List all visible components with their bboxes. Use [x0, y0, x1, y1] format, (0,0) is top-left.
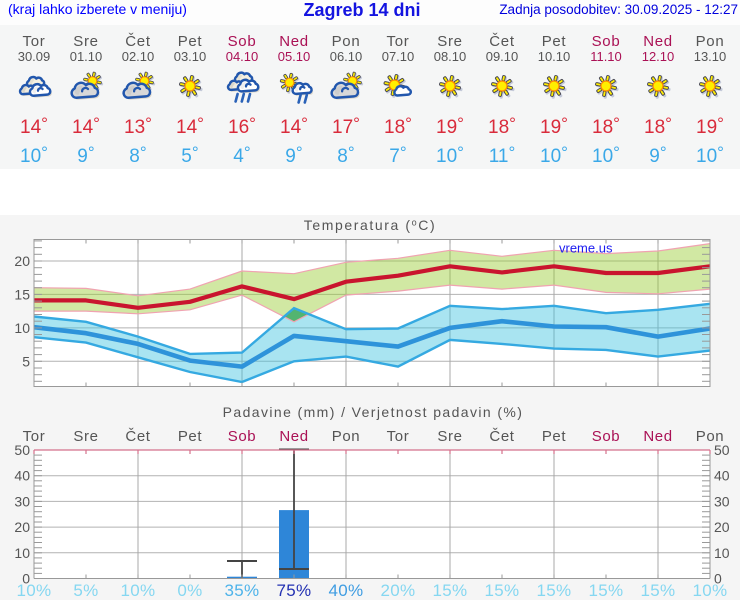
svg-text:Čet: Čet — [489, 428, 514, 445]
svg-text:10%: 10% — [693, 581, 728, 600]
svg-text:10: 10 — [14, 320, 30, 336]
svg-text:20: 20 — [714, 519, 730, 535]
svg-text:Pet: Pet — [542, 428, 567, 445]
svg-text:Sob: Sob — [592, 428, 621, 445]
svg-text:30: 30 — [714, 493, 730, 509]
svg-text:Pet: Pet — [178, 428, 203, 445]
svg-text:20: 20 — [14, 253, 30, 269]
svg-text:vreme.us: vreme.us — [559, 241, 613, 256]
svg-text:5: 5 — [22, 353, 30, 369]
svg-text:50: 50 — [714, 442, 730, 458]
svg-text:40: 40 — [714, 468, 730, 484]
svg-text:Sre: Sre — [437, 428, 462, 445]
svg-text:15%: 15% — [433, 581, 468, 600]
svg-text:5%: 5% — [73, 581, 98, 600]
svg-text:10%: 10% — [17, 581, 52, 600]
svg-text:0%: 0% — [177, 581, 202, 600]
svg-text:15%: 15% — [641, 581, 676, 600]
svg-text:10: 10 — [714, 545, 730, 561]
svg-text:Sob: Sob — [228, 428, 257, 445]
svg-text:75%: 75% — [277, 581, 312, 600]
svg-text:15%: 15% — [537, 581, 572, 600]
svg-text:20%: 20% — [381, 581, 416, 600]
svg-text:10: 10 — [14, 545, 30, 561]
svg-text:Sre: Sre — [73, 428, 98, 445]
svg-text:Čet: Čet — [125, 428, 150, 445]
svg-text:20: 20 — [14, 519, 30, 535]
svg-text:Ned: Ned — [279, 428, 308, 445]
svg-text:Pon: Pon — [696, 428, 725, 445]
svg-text:0: 0 — [22, 571, 30, 587]
svg-text:15%: 15% — [589, 581, 624, 600]
svg-text:Tor: Tor — [387, 428, 410, 445]
svg-text:50: 50 — [14, 442, 30, 458]
svg-text:35%: 35% — [225, 581, 260, 600]
svg-text:Padavine (mm) / Verjetnost pad: Padavine (mm) / Verjetnost padavin (%) — [223, 404, 524, 420]
svg-text:0: 0 — [714, 571, 722, 587]
svg-text:30: 30 — [14, 493, 30, 509]
svg-text:Tor: Tor — [23, 428, 46, 445]
svg-text:Pon: Pon — [332, 428, 361, 445]
svg-text:40%: 40% — [329, 581, 364, 600]
svg-text:15%: 15% — [485, 581, 520, 600]
svg-text:Temperatura (oC): Temperatura (oC) — [304, 217, 437, 233]
svg-text:40: 40 — [14, 468, 30, 484]
svg-text:15: 15 — [14, 286, 30, 302]
svg-text:10%: 10% — [121, 581, 156, 600]
svg-text:Ned: Ned — [643, 428, 672, 445]
